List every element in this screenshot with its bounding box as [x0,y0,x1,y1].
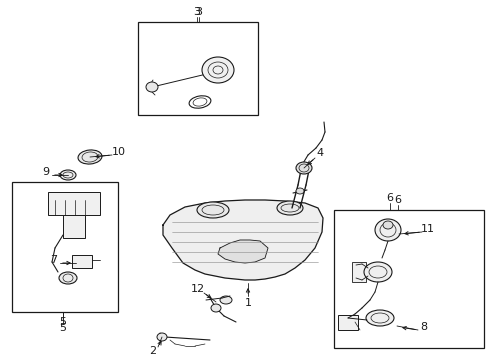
Text: 4: 4 [316,148,323,158]
Ellipse shape [295,162,311,174]
Text: 7: 7 [50,255,58,265]
Text: 10: 10 [112,147,126,157]
Ellipse shape [382,221,392,229]
Ellipse shape [220,296,231,304]
Text: 3: 3 [193,7,200,17]
Ellipse shape [276,201,303,215]
Polygon shape [218,240,267,263]
Ellipse shape [59,272,77,284]
Ellipse shape [295,188,304,194]
Ellipse shape [202,57,234,83]
Ellipse shape [363,262,391,282]
Bar [72,255,92,268]
Text: 5: 5 [60,317,66,327]
Bar [351,262,365,282]
Bar [12,182,118,312]
Text: 5: 5 [60,323,66,333]
Ellipse shape [197,202,228,218]
Text: 6: 6 [386,193,393,203]
Text: 12: 12 [190,284,204,294]
Ellipse shape [365,310,393,326]
Text: 2: 2 [149,346,156,356]
Text: 8: 8 [420,322,427,332]
Bar [337,315,357,330]
Polygon shape [163,200,323,280]
Bar [48,192,100,215]
Text: 11: 11 [420,224,434,234]
Text: 1: 1 [244,298,251,308]
Ellipse shape [157,333,167,341]
Ellipse shape [146,82,158,92]
Ellipse shape [210,304,221,312]
Bar [138,22,258,115]
Bar [333,210,483,348]
Text: 6: 6 [394,195,401,205]
Bar [63,215,85,238]
Ellipse shape [374,219,400,241]
Text: 3: 3 [195,7,202,17]
Ellipse shape [78,150,102,164]
Text: 9: 9 [42,167,49,177]
Ellipse shape [60,170,76,180]
